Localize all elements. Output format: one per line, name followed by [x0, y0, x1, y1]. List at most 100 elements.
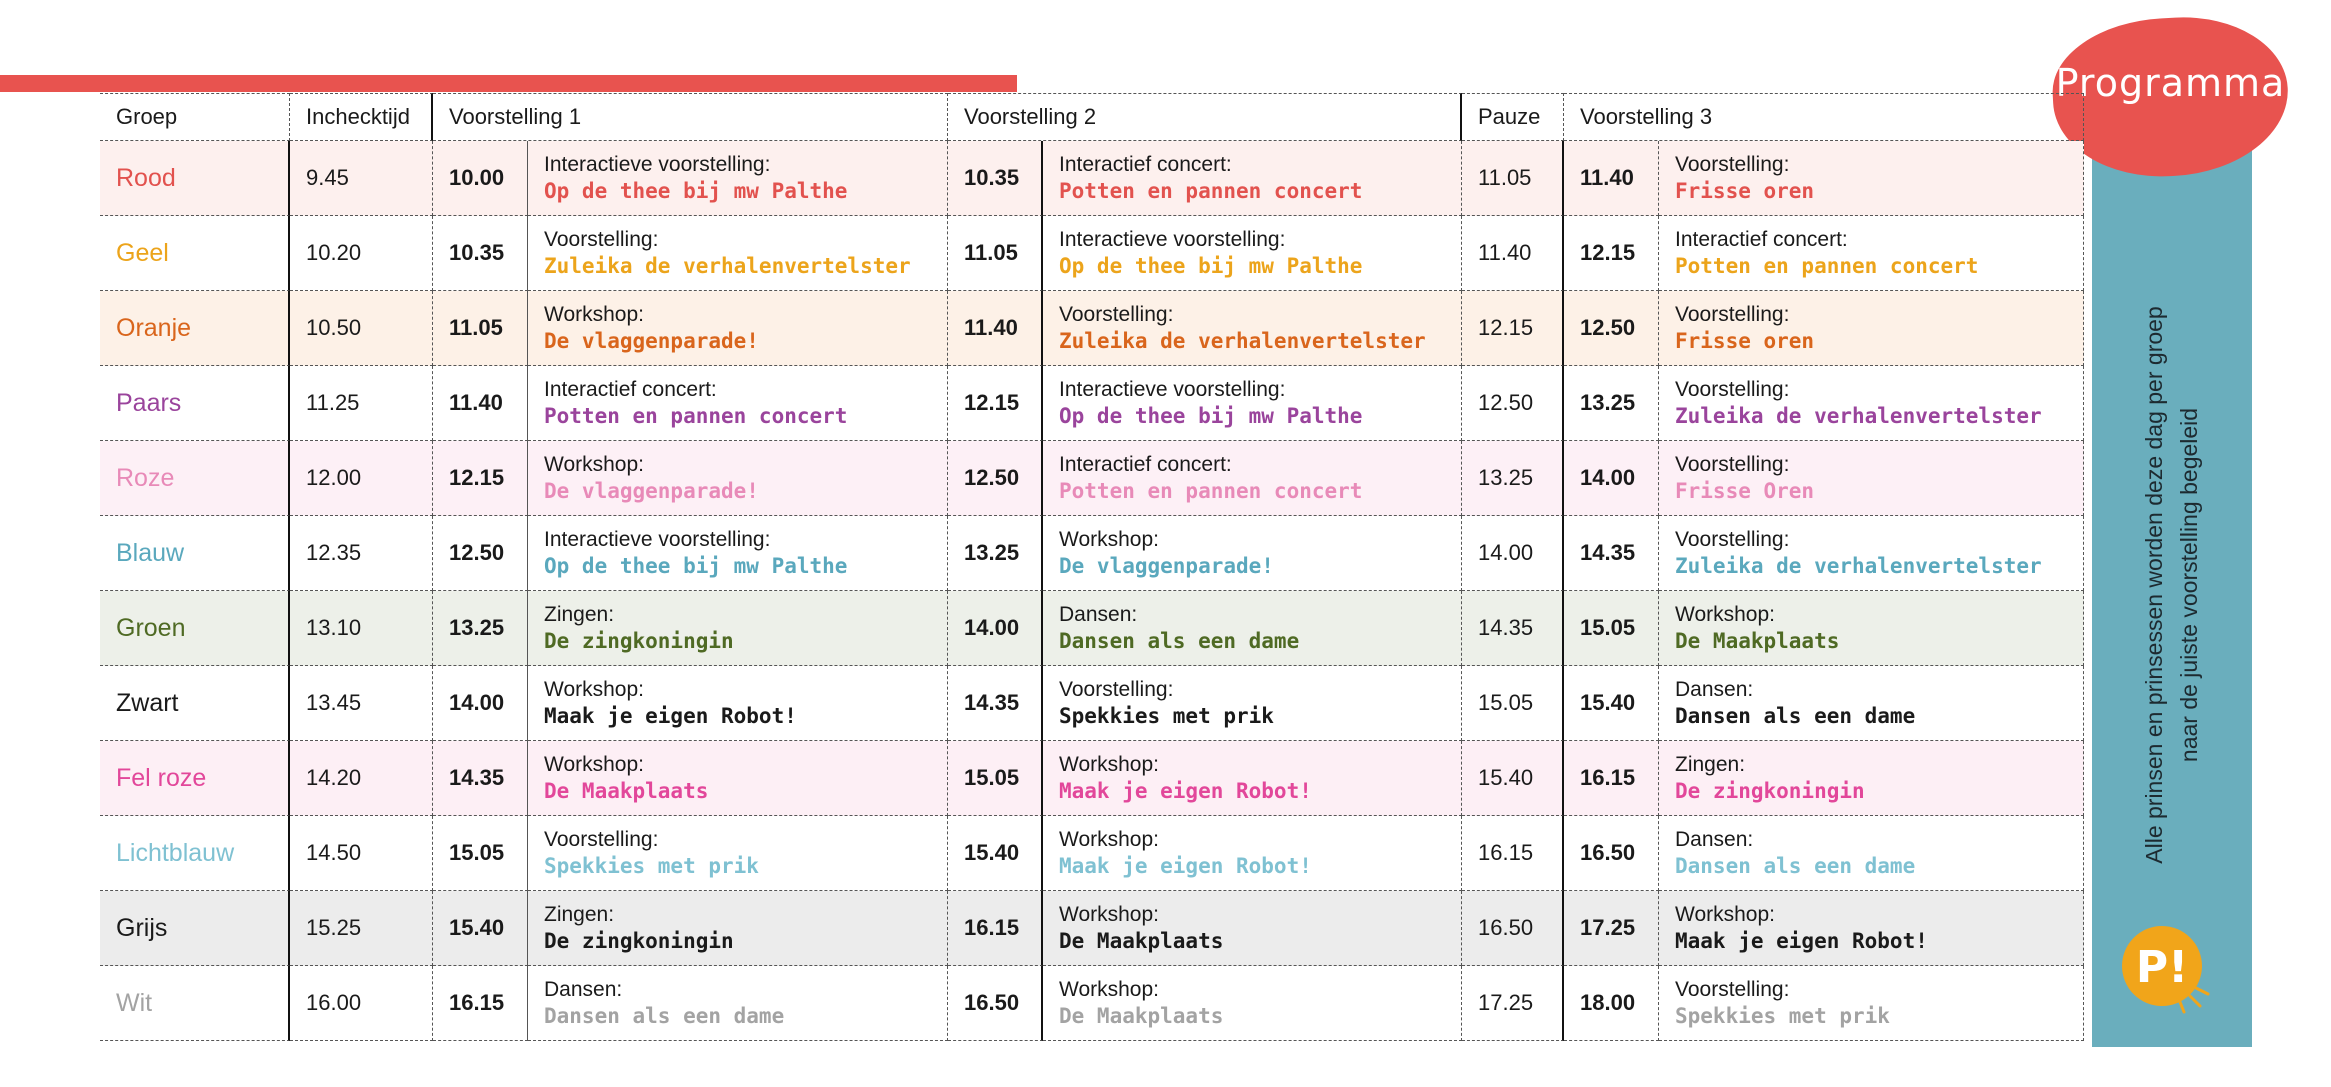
show-3-cell: Voorstelling: Zuleika de verhalenvertelst… — [1659, 516, 2084, 591]
show-3-cell: Workshop: De Maakplaats — [1659, 591, 2084, 666]
checkin-cell: 12.00 — [290, 441, 433, 516]
group-cell: Rood — [100, 141, 290, 216]
pauze-cell: 14.00 — [1462, 516, 1564, 591]
group-cell: Blauw — [100, 516, 290, 591]
show-3-time-cell: 13.25 — [1564, 366, 1659, 441]
show-3-cell: Interactief concert: Potten en pannen con… — [1659, 216, 2084, 291]
show-2-type: Workshop: — [1059, 752, 1159, 776]
show-1-type: Interactieve voorstelling: — [544, 527, 771, 551]
pauze-cell: 13.25 — [1462, 441, 1564, 516]
group-name: Fel roze — [116, 763, 207, 792]
show-3-title: Zuleika de verhalenvertelster — [1675, 403, 2042, 428]
show-2-time: 16.15 — [964, 915, 1020, 940]
show-1-time-cell: 13.25 — [433, 591, 528, 666]
show-2-type: Dansen: — [1059, 602, 1138, 626]
group-cell: Wit — [100, 966, 290, 1041]
show-2-time: 11.40 — [964, 315, 1018, 340]
show-3-time-cell: 15.40 — [1564, 666, 1659, 741]
show-2-title: Spekkies met prik — [1059, 703, 1274, 728]
show-1-time: 14.35 — [449, 765, 505, 790]
checkin-cell: 13.45 — [290, 666, 433, 741]
show-1-time: 12.15 — [449, 465, 505, 490]
pauze-time: 11.05 — [1478, 165, 1532, 190]
checkin-time: 12.35 — [306, 540, 362, 565]
show-2-time-cell: 15.40 — [948, 816, 1043, 891]
show-2-title: Potten en pannen concert — [1059, 178, 1363, 203]
pauze-time: 14.00 — [1478, 540, 1534, 565]
show-1-cell: Interactief concert: Potten en pannen con… — [528, 366, 948, 441]
show-3-cell: Voorstelling: Spekkies met prik — [1659, 966, 2084, 1041]
checkin-cell: 10.50 — [290, 291, 433, 366]
checkin-time: 14.20 — [306, 765, 362, 790]
show-3-type: Workshop: — [1675, 902, 1775, 926]
pauze-time: 17.25 — [1478, 990, 1534, 1015]
show-1-time: 11.40 — [449, 390, 503, 415]
show-1-title: De vlaggenparade! — [544, 478, 759, 503]
pauze-cell: 15.05 — [1462, 666, 1564, 741]
schedule-table: Groep Inchecktijd Voorstelling 1 Voorstelli… — [100, 93, 2084, 1041]
group-name: Wit — [116, 988, 153, 1017]
show-3-time: 12.50 — [1580, 315, 1636, 340]
show-1-cell: Voorstelling: Spekkies met prik — [528, 816, 948, 891]
show-3-type: Voorstelling: — [1675, 452, 1790, 476]
show-3-cell: Workshop: Maak je eigen Robot! — [1659, 891, 2084, 966]
pauze-time: 15.05 — [1478, 690, 1534, 715]
side-panel — [2092, 140, 2252, 1047]
show-2-type: Voorstelling: — [1059, 302, 1174, 326]
group-cell: Oranje — [100, 291, 290, 366]
show-1-time-cell: 16.15 — [433, 966, 528, 1041]
show-3-title: De Maakplaats — [1675, 628, 1840, 653]
show-2-time: 12.50 — [964, 465, 1020, 490]
group-name: Paars — [116, 388, 182, 417]
checkin-time: 13.45 — [306, 690, 362, 715]
checkin-cell: 10.20 — [290, 216, 433, 291]
show-2-time-cell: 14.00 — [948, 591, 1043, 666]
show-1-title: Dansen als een dame — [544, 1003, 785, 1028]
show-1-title: Op de thee bij mw Palthe — [544, 553, 848, 578]
show-1-time-cell: 10.35 — [433, 216, 528, 291]
show-3-time: 11.40 — [1580, 165, 1634, 190]
show-1-cell: Interactieve voorstelling: Op de thee bij… — [528, 141, 948, 216]
checkin-time: 10.50 — [306, 315, 362, 340]
show-1-time-cell: 10.00 — [433, 141, 528, 216]
group-cell: Groen — [100, 591, 290, 666]
show-3-time: 17.25 — [1580, 915, 1636, 940]
show-3-time-cell: 16.15 — [1564, 741, 1659, 816]
show-2-cell: Workshop: De vlaggenparade! — [1043, 516, 1462, 591]
pauze-cell: 17.25 — [1462, 966, 1564, 1041]
show-3-type: Interactief concert: — [1675, 227, 1848, 251]
group-cell: Roze — [100, 441, 290, 516]
show-3-cell: Dansen: Dansen als een dame — [1659, 816, 2084, 891]
show-3-type: Workshop: — [1675, 602, 1775, 626]
show-2-time-cell: 16.15 — [948, 891, 1043, 966]
show-3-type: Voorstelling: — [1675, 377, 1790, 401]
logo-mark: P! — [2136, 942, 2188, 993]
show-1-time-cell: 14.00 — [433, 666, 528, 741]
show-2-time: 12.15 — [964, 390, 1020, 415]
show-1-title: Zuleika de verhalenvertelster — [544, 253, 911, 278]
checkin-cell: 12.35 — [290, 516, 433, 591]
show-3-title: Frisse oren — [1675, 178, 1815, 203]
show-1-title: De Maakplaats — [544, 778, 709, 803]
show-2-time-cell: 10.35 — [948, 141, 1043, 216]
pauze-cell: 12.50 — [1462, 366, 1564, 441]
side-note-line-2: naar de juiste voorstelling begeleid — [2176, 407, 2202, 763]
show-3-time-cell: 12.50 — [1564, 291, 1659, 366]
show-2-cell: Workshop: Maak je eigen Robot! — [1043, 741, 1462, 816]
group-cell: Zwart — [100, 666, 290, 741]
show-1-time: 15.40 — [449, 915, 505, 940]
show-2-time-cell: 16.50 — [948, 966, 1043, 1041]
show-3-title: Potten en pannen concert — [1675, 253, 1979, 278]
show-1-time-cell: 15.40 — [433, 891, 528, 966]
top-accent-bar — [0, 75, 1017, 92]
show-1-title: Potten en pannen concert — [544, 403, 848, 428]
group-name: Grijs — [116, 913, 168, 942]
group-name: Lichtblauw — [116, 838, 235, 867]
show-2-cell: Workshop: De Maakplaats — [1043, 966, 1462, 1041]
show-3-time-cell: 16.50 — [1564, 816, 1659, 891]
show-1-time: 15.05 — [449, 840, 505, 865]
show-1-type: Zingen: — [544, 902, 615, 926]
show-3-type: Zingen: — [1675, 752, 1746, 776]
show-2-title: Dansen als een dame — [1059, 628, 1300, 653]
group-name: Roze — [116, 463, 175, 492]
